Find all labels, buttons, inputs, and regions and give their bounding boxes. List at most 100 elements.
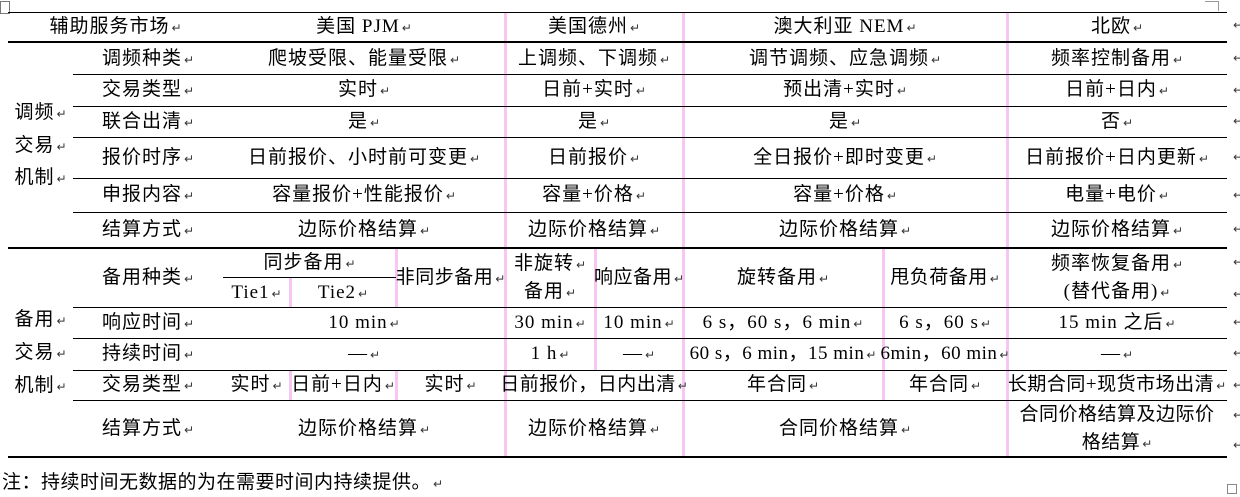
freq-side-line: 交易 ↵ xyxy=(14,134,67,156)
pilcrow-mark: ↵ xyxy=(183,348,195,363)
pilcrow-mark: ↵ xyxy=(1216,379,1227,394)
gridline-vertical-sync-nonsync-trade xyxy=(395,370,398,400)
cell-value: 日前报价，日内出清 ↵ xyxy=(500,374,688,396)
row-label: 调频种类 ↵ xyxy=(101,47,195,69)
cell-value: 日前+实时 ↵ xyxy=(542,79,646,101)
cell-value: 1 h ↵ xyxy=(530,343,570,365)
pilcrow-mark: ↵ xyxy=(565,285,577,300)
table-footnote: 注：持续时间无数据的为在需要时间内持续提供。 ↵ xyxy=(2,472,444,493)
row-label: 结算方式 ↵ xyxy=(101,417,195,439)
cell-value: 甩负荷备用 ↵ xyxy=(890,266,1000,288)
reserve-side-line: 机制 ↵ xyxy=(14,374,67,396)
pilcrow-mark: ↵ xyxy=(56,347,67,362)
freq-row5-texas: 边际价格结算 ↵ xyxy=(505,212,683,248)
pilcrow-mark: ↵ xyxy=(1172,224,1184,239)
pilcrow-mark: ↵ xyxy=(389,316,400,331)
freq-row3-pjm: 日前报价、小时前可变更 ↵ xyxy=(223,137,505,178)
gridline-vertical-pjm-texas xyxy=(504,12,507,458)
cell-value: 6min，60 min ↵ xyxy=(880,343,1010,365)
cell-value: 10 min ↵ xyxy=(603,311,675,333)
freq-row2-nem: 是 ↵ xyxy=(683,106,1007,137)
freq-row4-nem: 容量+价格 ↵ xyxy=(683,178,1007,212)
table-border-top xyxy=(8,12,1227,13)
reserve-duration-label: 持续时间 ↵ xyxy=(73,338,223,370)
cell-value: Tie2 ↵ xyxy=(317,281,369,303)
cell-value: 容量报价+性能报价 ↵ xyxy=(272,184,456,206)
gridline-vertical-nem-nordic xyxy=(1006,12,1009,458)
cell-value-line: 备用 ↵ xyxy=(523,280,577,302)
pilcrow-mark: ↵ xyxy=(649,224,661,239)
cell-value: 实时 ↵ xyxy=(424,374,477,396)
row-label: 结算方式 ↵ xyxy=(101,219,195,241)
pilcrow-mark: ↵ xyxy=(906,21,917,36)
pilcrow-mark: ↵ xyxy=(1231,438,1240,453)
pilcrow-mark: ↵ xyxy=(1172,52,1184,67)
reserve-kind-nem-loadshed: 甩负荷备用 ↵ xyxy=(883,248,1007,307)
table-border-row xyxy=(73,74,1227,75)
pilcrow-mark: ↵ xyxy=(183,52,195,67)
freq-row2-label: 联合出清 ↵ xyxy=(73,106,223,137)
pilcrow-mark: ↵ xyxy=(183,84,195,99)
cell-value: 响应备用 ↵ xyxy=(593,266,685,288)
table-border-row xyxy=(73,400,1227,401)
pilcrow-mark: ↵ xyxy=(664,316,675,331)
cell-value-line: (替代备用) ↵ xyxy=(1063,280,1171,302)
cell-value: 边际价格结算 ↵ xyxy=(1050,219,1184,241)
pilcrow-mark: ↵ xyxy=(1132,21,1144,36)
cell-value: — ↵ xyxy=(347,343,381,365)
pilcrow-mark: ↵ xyxy=(183,422,195,437)
cell-value: 容量+价格 ↵ xyxy=(793,184,897,206)
header-nem-label: 澳大利亚 NEM ↵ xyxy=(773,16,917,38)
reserve-section-label: 备用 ↵ 交易 ↵ 机制 ↵ xyxy=(8,248,73,458)
reserve-kind-texas-nonspin: 非旋转 ↵ 备用 ↵ xyxy=(505,248,595,307)
pilcrow-mark: ↵ xyxy=(853,316,864,331)
reserve-kind-tie1: Tie1 ↵ xyxy=(223,278,290,307)
pilcrow-mark: ↵ xyxy=(56,379,67,394)
cell-value: 边际价格结算 ↵ xyxy=(778,219,912,241)
freq-row5-nem: 边际价格结算 ↵ xyxy=(683,212,1007,248)
pilcrow-mark: ↵ xyxy=(1165,316,1176,331)
pilcrow-mark: ↵ xyxy=(1233,346,1240,360)
pilcrow-mark: ↵ xyxy=(1142,436,1153,451)
cell-value: 6 s，60 s ↵ xyxy=(899,311,991,333)
row-label: 交易类型 ↵ xyxy=(101,374,195,396)
cell-value: 调节调频、应急调频 ↵ xyxy=(748,47,942,69)
freq-row5-nordic: 边际价格结算 ↵ xyxy=(1007,212,1227,248)
pilcrow-mark: ↵ xyxy=(1231,83,1240,98)
freq-side-line: 调频 ↵ xyxy=(14,101,67,123)
cell-value: 6 s，60 s，6 min ↵ xyxy=(702,311,864,333)
reserve-kind-tie2: Tie2 ↵ xyxy=(290,278,396,307)
freq-row5-pjm: 边际价格结算 ↵ xyxy=(223,212,505,248)
gridline-vertical-sync-nonsync xyxy=(395,248,398,307)
pilcrow-mark: ↵ xyxy=(673,271,685,286)
cell-value: 是 ↵ xyxy=(577,110,611,132)
pilcrow-mark: ↵ xyxy=(1231,287,1240,302)
pilcrow-mark: ↵ xyxy=(56,172,67,187)
reserve-settle-nordic: 合同价格结算及边际价格结算 ↵ xyxy=(1007,400,1227,457)
header-cell-nem: 澳大利亚 NEM ↵ xyxy=(683,12,1007,42)
cell-value: — ↵ xyxy=(622,343,656,365)
cell-value: 旋转备用 ↵ xyxy=(736,266,830,288)
cell-value: 电量+电价 ↵ xyxy=(1065,184,1169,206)
header-nordic-label: 北欧 ↵ xyxy=(1090,16,1144,38)
reserve-kind-nonsync: 非同步备用 ↵ xyxy=(396,248,506,307)
pilcrow-mark: ↵ xyxy=(1231,315,1240,330)
freq-row2-texas: 是 ↵ xyxy=(505,106,683,137)
reserve-side-line: 备用 ↵ xyxy=(14,309,67,331)
pilcrow-mark: ↵ xyxy=(449,52,461,67)
row-label: 交易类型 ↵ xyxy=(101,79,195,101)
pilcrow-mark: ↵ xyxy=(183,316,195,331)
pilcrow-mark: ↵ xyxy=(1198,151,1209,166)
cell-value: 实时 ↵ xyxy=(230,374,283,396)
reserve-response-nem-spinning: 6 s，60 s，6 min ↵ xyxy=(683,307,883,338)
pilcrow-mark: ↵ xyxy=(1233,315,1240,329)
pilcrow-mark: ↵ xyxy=(369,115,381,130)
header-texas-label: 美国德州 ↵ xyxy=(547,16,641,38)
pilcrow-mark: ↵ xyxy=(635,189,646,204)
pilcrow-mark: ↵ xyxy=(1233,255,1240,269)
reserve-trade-nem-spinning: 年合同 ↵ xyxy=(683,370,883,400)
pilcrow-mark: ↵ xyxy=(896,84,907,99)
pilcrow-mark: ↵ xyxy=(56,106,67,121)
freq-row3-label: 报价时序 ↵ xyxy=(73,137,223,178)
cell-value: 全日报价+即时变更 ↵ xyxy=(753,146,937,168)
